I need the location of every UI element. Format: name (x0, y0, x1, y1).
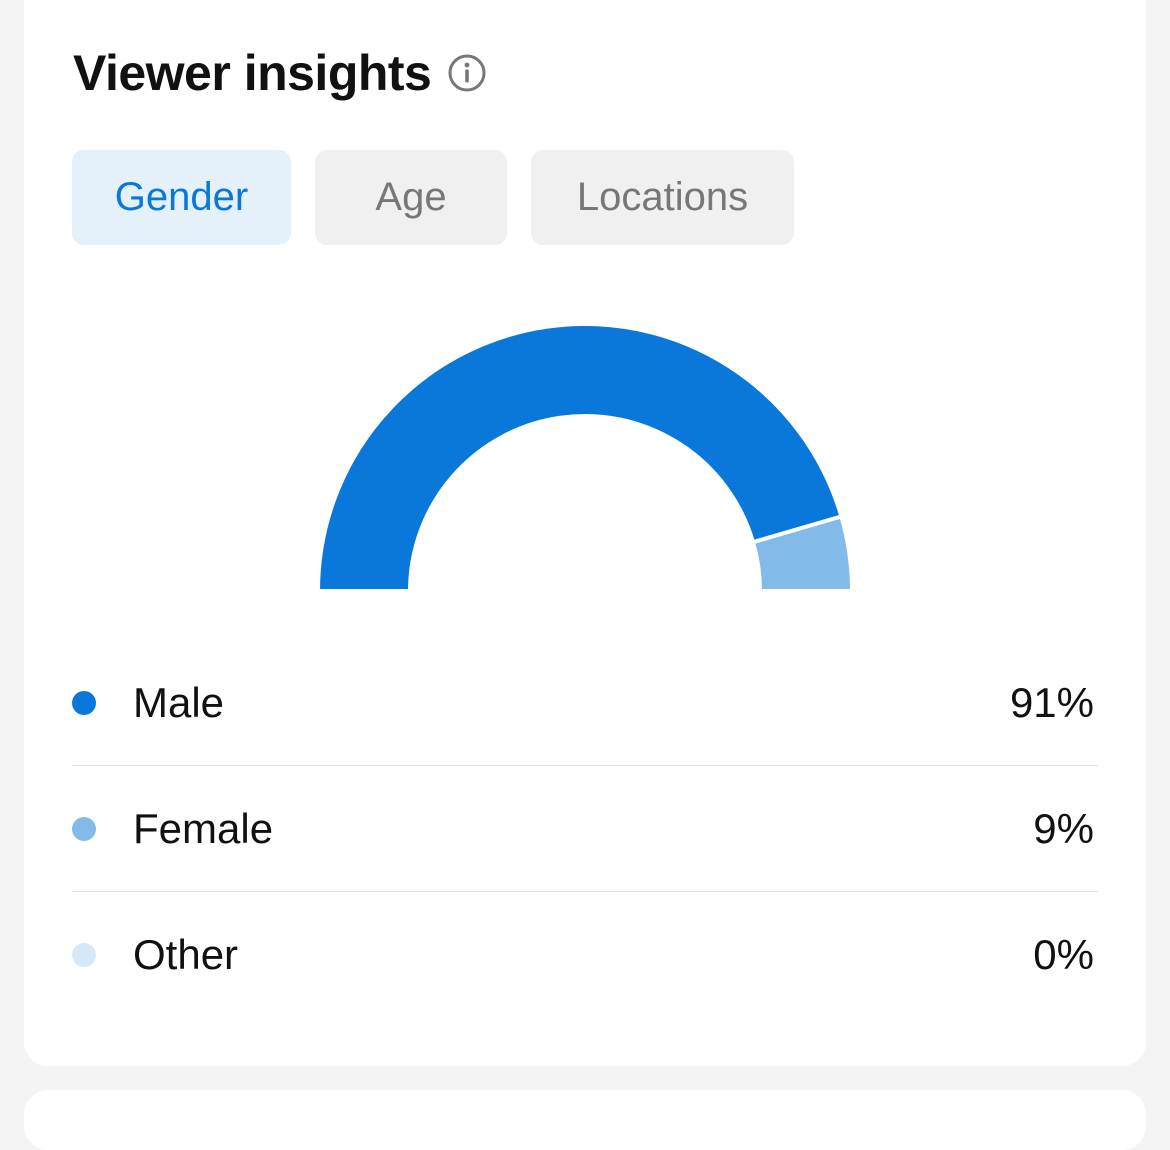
tab-locations[interactable]: Locations (531, 150, 794, 245)
legend-row-male: Male 91% (72, 640, 1098, 766)
legend-value-male: 91% (1009, 678, 1094, 726)
legend-value-female: 9% (1033, 804, 1094, 852)
tab-age[interactable]: Age (315, 150, 507, 245)
info-circle-icon[interactable] (447, 53, 487, 93)
insights-tabs: Gender Age Locations (72, 150, 794, 245)
legend-row-female: Female 9% (72, 766, 1098, 892)
male-dot-icon (72, 690, 96, 715)
card-title: Viewer insights (73, 45, 432, 101)
next-card (24, 1090, 1146, 1150)
card-header: Viewer insights (73, 44, 487, 102)
tab-gender[interactable]: Gender (72, 150, 291, 245)
tab-age-label: Age (375, 175, 447, 219)
legend-label-other: Other (133, 931, 239, 978)
other-dot-icon (72, 943, 96, 967)
legend-label-male: Male (133, 678, 225, 726)
legend-label-female: Female (133, 804, 274, 852)
female-dot-icon (72, 816, 96, 841)
legend-value-other: 0% (1033, 931, 1094, 978)
tab-locations-label: Locations (576, 175, 749, 219)
legend-row-other: Other 0% (72, 892, 1098, 1018)
tab-gender-label: Gender (114, 175, 249, 219)
gender-legend: Male 91% Female 9% Other 0% (72, 640, 1098, 1018)
